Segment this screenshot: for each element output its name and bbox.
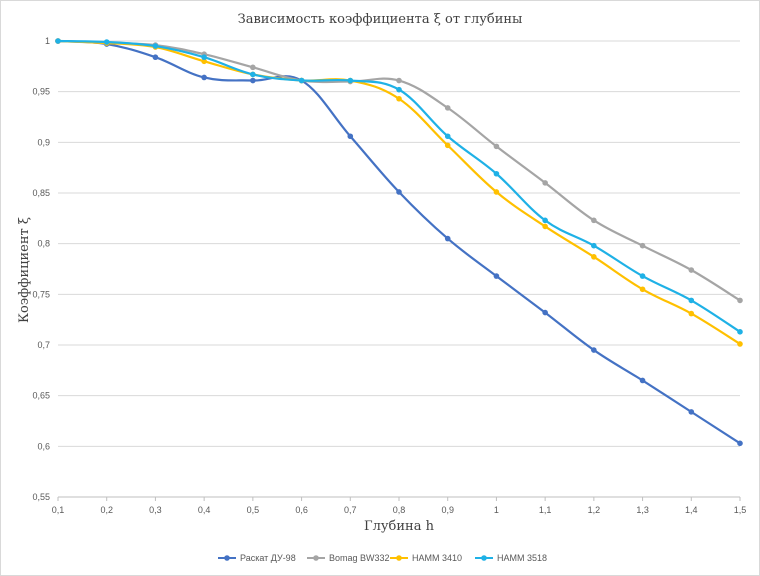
data-point [639,273,646,279]
data-point [444,235,451,242]
data-point [639,377,646,384]
legend-label: Раскат ДУ-98 [240,553,296,563]
data-point [688,310,695,317]
y-tick-label: 0,9 [37,137,50,147]
data-point [737,341,743,347]
x-tick-label: 0,2 [100,505,113,515]
data-point [55,38,61,44]
x-tick-label: 0,7 [344,505,357,515]
x-tick-label: 1,4 [685,505,698,515]
x-tick-label: 0,4 [198,505,211,515]
y-tick-label: 1 [45,36,50,46]
data-point [444,142,451,149]
data-point [396,189,402,195]
y-tick-label: 0,65 [32,391,50,401]
data-point [542,217,548,224]
data-point [737,440,743,447]
x-tick-label: 1,3 [636,505,649,515]
data-point [250,64,256,71]
data-point [591,217,597,224]
data-point [493,143,500,150]
legend-marker [313,555,319,561]
y-axis-title: Коэффициент ξ [17,217,32,323]
data-point [444,133,451,140]
legend: Раскат ДУ-98 Bomag BW332 HAMM 3410 HAMM 351… [218,553,547,563]
data-point [444,105,451,111]
x-tick-label: 0,3 [149,505,162,515]
x-tick-label: 1,2 [588,505,601,515]
data-point [201,58,207,65]
y-tick-label: 0,6 [37,441,50,451]
legend-marker [224,555,230,561]
data-point [542,180,548,186]
data-point [688,297,695,304]
legend-label: Bomag BW332 [329,553,390,563]
data-point [688,409,695,415]
series-4 [55,38,743,335]
data-point [493,189,500,195]
y-tick-label: 0,7 [37,340,50,350]
data-point [639,242,646,249]
data-point [396,86,402,93]
data-point [493,170,500,177]
data-point [250,71,256,78]
data-point [688,267,695,273]
data-point [396,77,402,84]
legend-item: Bomag BW332 [307,553,390,563]
data-point [542,309,548,316]
data-point [298,77,305,84]
data-point [639,286,646,293]
data-point [542,223,548,230]
data-point [396,95,402,102]
data-point [493,273,500,279]
data-point [591,242,597,249]
data-point [201,54,207,61]
series-group [55,38,743,447]
legend-item: Раскат ДУ-98 [218,553,296,563]
legend-marker [481,555,487,561]
y-tick-label: 0,75 [32,289,50,299]
data-point [201,74,207,81]
x-tick-label: 0,5 [247,505,260,515]
chart-title: Зависимость коэффициента ξ от глубины [238,12,523,27]
data-point [591,347,597,353]
data-point [591,254,597,260]
y-tick-label: 0,8 [37,239,50,249]
legend-item: HAMM 3518 [475,553,547,563]
data-point [250,77,256,84]
data-point [737,297,743,304]
series-2 [55,38,743,304]
x-tick-label: 1 [494,505,499,515]
data-point [152,43,159,49]
data-point [152,54,159,61]
data-point [737,329,743,335]
y-tick-label: 0,95 [32,87,50,97]
legend-marker [396,555,402,561]
x-tick-label: 1,5 [734,505,747,515]
data-point [347,77,354,84]
data-point [103,39,110,45]
x-tick-label: 0,9 [441,505,454,515]
x-tick-label: 0,8 [393,505,406,515]
x-axis-ticks: 0,1 0,2 0,3 0,4 0,5 0,6 0,7 0,8 0,9 1 1,1 1,2 1,3 1,4… [52,497,747,515]
y-tick-label: 0,85 [32,188,50,198]
x-tick-label: 0,1 [52,505,65,515]
legend-label: HAMM 3410 [412,553,462,563]
x-axis-title: Глубина h [364,519,435,534]
y-tick-label: 0,55 [32,492,50,502]
series-line [57,39,741,333]
legend-item: HAMM 3410 [390,553,462,563]
legend-label: HAMM 3518 [497,553,547,563]
y-axis-ticks: 0,55 0,6 0,65 0,7 0,75 0,8 0,85 0,9 0,95 1 [32,36,50,502]
data-point [347,133,354,140]
x-tick-label: 0,6 [295,505,308,515]
x-tick-label: 1,1 [539,505,552,515]
